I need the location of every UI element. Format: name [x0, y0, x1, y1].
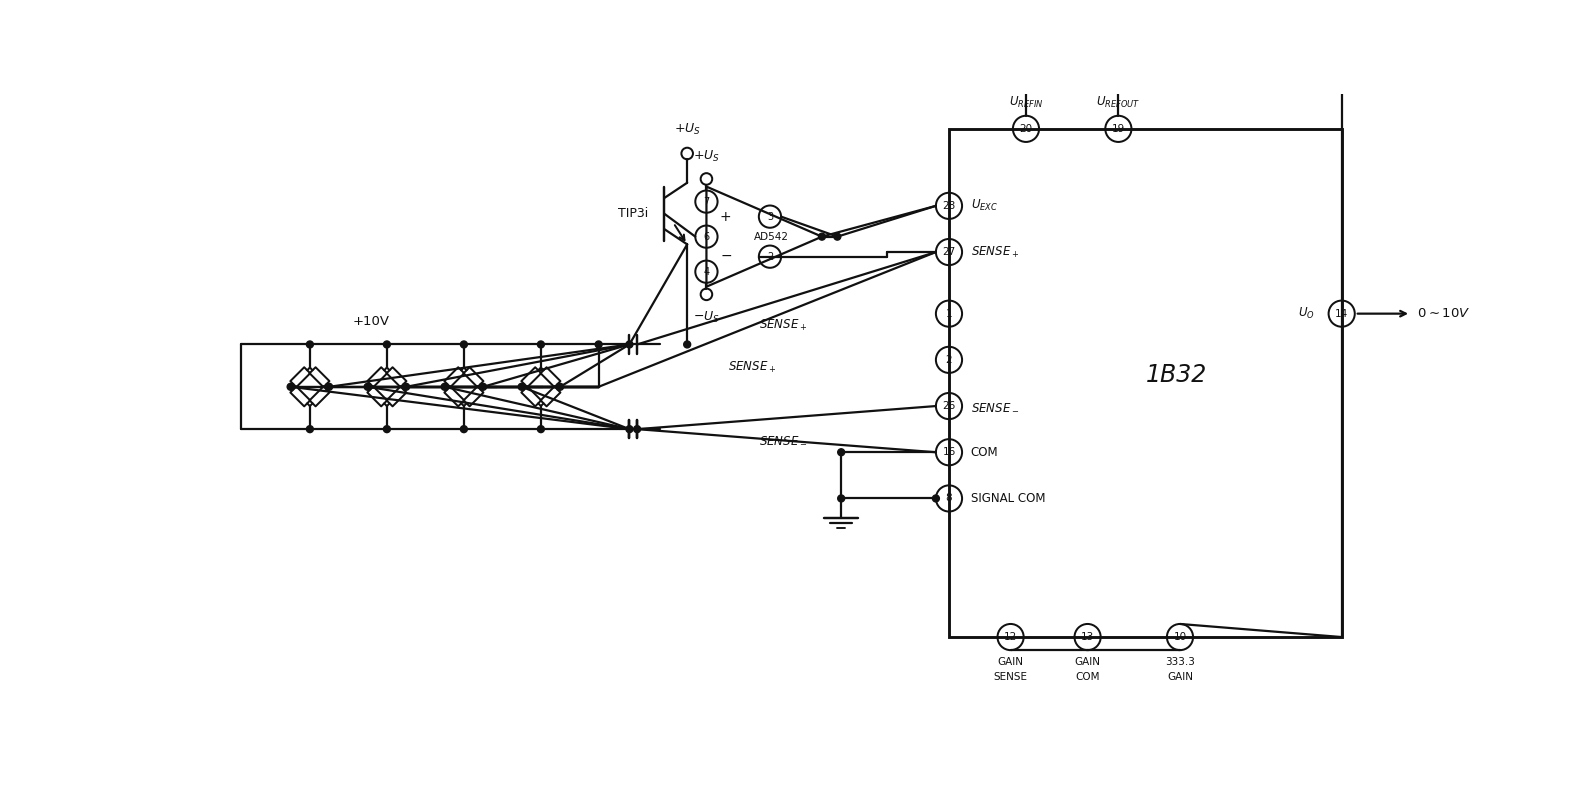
Text: $SENSE_+$: $SENSE_+$ [759, 318, 807, 333]
Text: 1: 1 [946, 309, 953, 319]
Text: AD542: AD542 [754, 232, 789, 242]
Text: 333.3: 333.3 [1165, 657, 1195, 666]
Text: $U_{EXC}$: $U_{EXC}$ [970, 199, 997, 214]
Text: 4: 4 [704, 267, 710, 276]
Text: $+U_S$: $+U_S$ [693, 148, 720, 163]
Text: $U_O$: $U_O$ [1298, 306, 1314, 321]
Circle shape [537, 341, 544, 348]
Circle shape [634, 425, 640, 433]
Text: +10V: +10V [353, 315, 390, 327]
Text: 16: 16 [943, 447, 956, 457]
Text: 27: 27 [943, 247, 956, 257]
Circle shape [838, 449, 845, 456]
Text: $+U_S$: $+U_S$ [674, 122, 701, 137]
Text: 20: 20 [1019, 124, 1032, 134]
Circle shape [460, 425, 468, 433]
Circle shape [384, 425, 390, 433]
Text: GAIN: GAIN [1075, 657, 1100, 666]
Text: 10: 10 [1173, 632, 1187, 642]
Circle shape [596, 341, 602, 348]
Text: 2: 2 [767, 252, 773, 261]
Text: $-$: $-$ [720, 248, 732, 262]
Circle shape [384, 341, 390, 348]
Text: TIP3i: TIP3i [618, 207, 648, 220]
Circle shape [932, 495, 940, 502]
Circle shape [365, 383, 371, 390]
Text: 6: 6 [704, 232, 710, 242]
Circle shape [683, 341, 691, 348]
Circle shape [537, 425, 544, 433]
Text: SENSE: SENSE [994, 672, 1027, 682]
Text: +: + [720, 210, 732, 224]
Circle shape [834, 233, 840, 240]
Bar [949, 129, 1341, 637]
Text: $SENSE_+$: $SENSE_+$ [970, 244, 1019, 260]
Circle shape [838, 495, 845, 502]
Circle shape [518, 383, 525, 390]
Text: $0{\sim}10V$: $0{\sim}10V$ [1417, 307, 1471, 320]
Text: 26: 26 [943, 401, 956, 411]
Text: 28: 28 [943, 201, 956, 211]
Text: GAIN: GAIN [1167, 672, 1194, 682]
Circle shape [325, 383, 333, 390]
Text: $U_{REFIN}$: $U_{REFIN}$ [1008, 94, 1043, 110]
Text: 7: 7 [704, 196, 710, 206]
Text: 2: 2 [946, 355, 953, 365]
Text: 8: 8 [946, 494, 953, 503]
Text: $SENSE_-$: $SENSE_-$ [759, 433, 807, 446]
Text: COM: COM [1075, 672, 1100, 682]
Text: SIGNAL COM: SIGNAL COM [970, 492, 1045, 505]
Text: $SENSE_+$: $SENSE_+$ [728, 360, 777, 375]
Text: $SENSE_-$: $SENSE_-$ [970, 400, 1019, 413]
Text: COM: COM [970, 446, 999, 458]
Text: $U_{REFOUT}$: $U_{REFOUT}$ [1097, 94, 1141, 110]
Circle shape [441, 383, 449, 390]
Text: 14: 14 [1335, 309, 1349, 319]
Circle shape [818, 233, 826, 240]
Text: 12: 12 [1003, 632, 1018, 642]
Text: $-U_S$: $-U_S$ [693, 310, 720, 325]
Circle shape [287, 383, 295, 390]
Text: 3: 3 [767, 212, 773, 221]
Circle shape [626, 425, 632, 433]
Circle shape [403, 383, 409, 390]
Circle shape [306, 341, 314, 348]
Text: GAIN: GAIN [997, 657, 1024, 666]
Circle shape [626, 341, 632, 348]
Circle shape [460, 341, 468, 348]
Circle shape [306, 425, 314, 433]
Text: 19: 19 [1111, 124, 1125, 134]
Circle shape [556, 383, 564, 390]
Text: 1B32: 1B32 [1146, 363, 1206, 387]
Text: 13: 13 [1081, 632, 1094, 642]
Circle shape [480, 383, 487, 390]
